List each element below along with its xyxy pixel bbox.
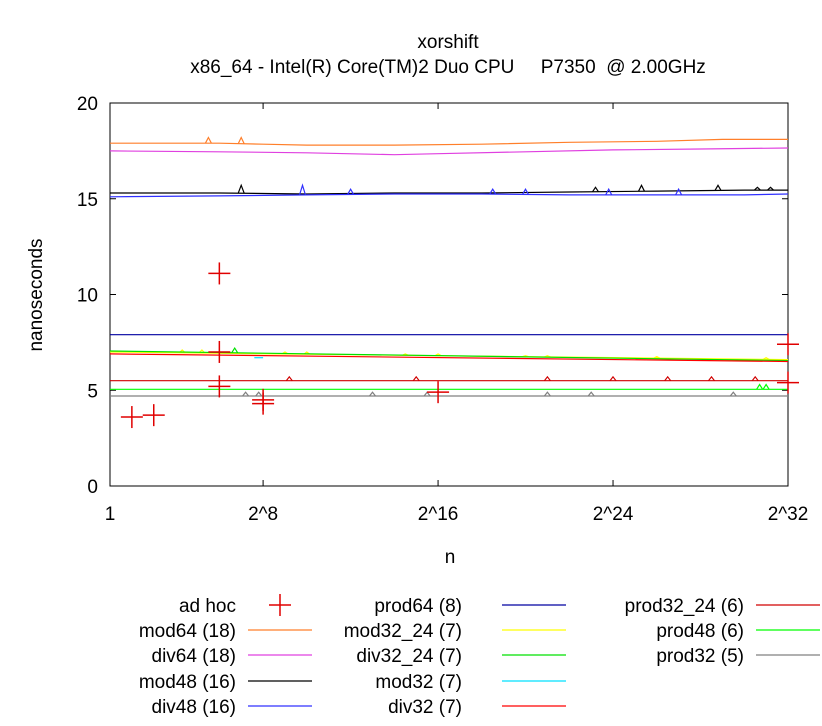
series-spike-mod48 bbox=[753, 186, 761, 191]
legend-label-mod32-24: mod32_24 (7) bbox=[344, 621, 462, 642]
y-tick-label: 10 bbox=[77, 286, 98, 307]
series-line-mod64 bbox=[110, 138, 788, 146]
series-spike-prod32-24 bbox=[751, 375, 759, 382]
legend-label-prod32-24: prod32_24 (6) bbox=[625, 596, 744, 617]
chart-subtitle: x86_64 - Intel(R) Core(TM)2 Duo CPU P735… bbox=[190, 57, 706, 78]
x-tick-label: 2^16 bbox=[418, 504, 459, 525]
series-spike-prod32 bbox=[369, 391, 376, 397]
chart-title: xorshift bbox=[417, 32, 479, 53]
x-tick-label: 2^24 bbox=[593, 504, 634, 525]
axis-ticks: 0 5 10 15 20 1 2^8 2^16 2^24 2^32 bbox=[77, 94, 808, 525]
series-spike-mod32-24 bbox=[653, 356, 661, 359]
x-tick-label: 1 bbox=[105, 504, 116, 525]
legend-label-div48: div48 (16) bbox=[152, 697, 237, 718]
adhoc-point bbox=[142, 404, 165, 427]
legend-label-prod32: prod32 (5) bbox=[656, 646, 744, 667]
series-spike-mod48 bbox=[592, 186, 599, 193]
series-spike-prod32 bbox=[587, 391, 595, 397]
plot-border bbox=[109, 102, 789, 487]
x-tick-label: 2^8 bbox=[248, 504, 278, 525]
series-spike-mod48 bbox=[767, 186, 774, 191]
adhoc-point bbox=[777, 371, 799, 394]
adhoc-point bbox=[208, 375, 231, 398]
series-spike-mod48 bbox=[714, 184, 722, 191]
series-spike-mod48 bbox=[637, 183, 646, 192]
series-spike-div48 bbox=[605, 187, 613, 196]
series-spike-prod32-24 bbox=[609, 375, 617, 382]
series-spike-div48 bbox=[521, 187, 530, 195]
y-tick-label: 20 bbox=[77, 94, 98, 115]
legend-label-ad: ad hoc bbox=[179, 596, 236, 617]
series-spike-div48 bbox=[347, 187, 355, 195]
series-spike-prod32 bbox=[242, 391, 250, 397]
legend-label-prod64: prod64 (8) bbox=[374, 596, 462, 617]
series-spike-prod48 bbox=[756, 383, 764, 390]
series-spike-mod48 bbox=[237, 183, 245, 194]
series-spike-div32-24 bbox=[231, 346, 239, 354]
adhoc-layer bbox=[120, 262, 799, 429]
series-spike-div48 bbox=[489, 188, 497, 195]
series-spike-div48 bbox=[298, 183, 307, 196]
y-tick-label: 15 bbox=[77, 190, 98, 211]
legend-label-div32: div32 (7) bbox=[388, 697, 462, 718]
series-layer bbox=[109, 136, 789, 397]
y-tick-label: 5 bbox=[87, 381, 98, 402]
series-spike-prod32-24 bbox=[412, 375, 420, 382]
y-tick-label: 0 bbox=[87, 477, 98, 498]
series-spike-prod48 bbox=[762, 383, 770, 390]
adhoc-point bbox=[252, 392, 275, 415]
series-spike-mod32-24 bbox=[762, 357, 770, 360]
series-spike-mod32-24 bbox=[544, 355, 551, 358]
series-spike-prod32-24 bbox=[708, 375, 715, 382]
legend-label-div32-24: div32_24 (7) bbox=[356, 646, 462, 667]
plot-frame bbox=[109, 102, 789, 487]
legend-label-mod48: mod48 (16) bbox=[139, 672, 236, 693]
series-spike-div48 bbox=[675, 187, 683, 196]
series-line-div64 bbox=[109, 147, 789, 156]
series-line-div32 bbox=[109, 353, 789, 363]
series-spike-prod32 bbox=[543, 391, 551, 397]
legend-label-prod48: prod48 (6) bbox=[656, 621, 744, 642]
y-axis-label: nanoseconds bbox=[26, 238, 47, 351]
adhoc-point bbox=[777, 333, 799, 356]
series-spike-prod32 bbox=[729, 391, 737, 397]
series-spike-prod32-24 bbox=[664, 375, 672, 382]
x-tick-label: 2^32 bbox=[768, 504, 809, 525]
series-line-div48 bbox=[109, 193, 789, 198]
x-axis-label: n bbox=[445, 547, 456, 568]
legend: ad hoc mod64 (18) div64 (18) mod48 (16) div4… bbox=[139, 594, 820, 718]
series-spike-mod64 bbox=[237, 136, 245, 144]
legend-label-div64: div64 (18) bbox=[152, 646, 237, 667]
adhoc-point bbox=[208, 340, 231, 363]
adhoc-point bbox=[120, 406, 143, 429]
adhoc-point bbox=[427, 381, 450, 404]
series-spike-prod32 bbox=[255, 391, 263, 397]
adhoc-point bbox=[208, 262, 231, 285]
legend-label-mod32: mod32 (7) bbox=[375, 672, 462, 693]
legend-label-mod64: mod64 (18) bbox=[139, 621, 236, 642]
series-spike-prod32-24 bbox=[543, 375, 551, 382]
series-spike-prod32-24 bbox=[285, 375, 293, 382]
series-spike-mod64 bbox=[204, 136, 212, 144]
